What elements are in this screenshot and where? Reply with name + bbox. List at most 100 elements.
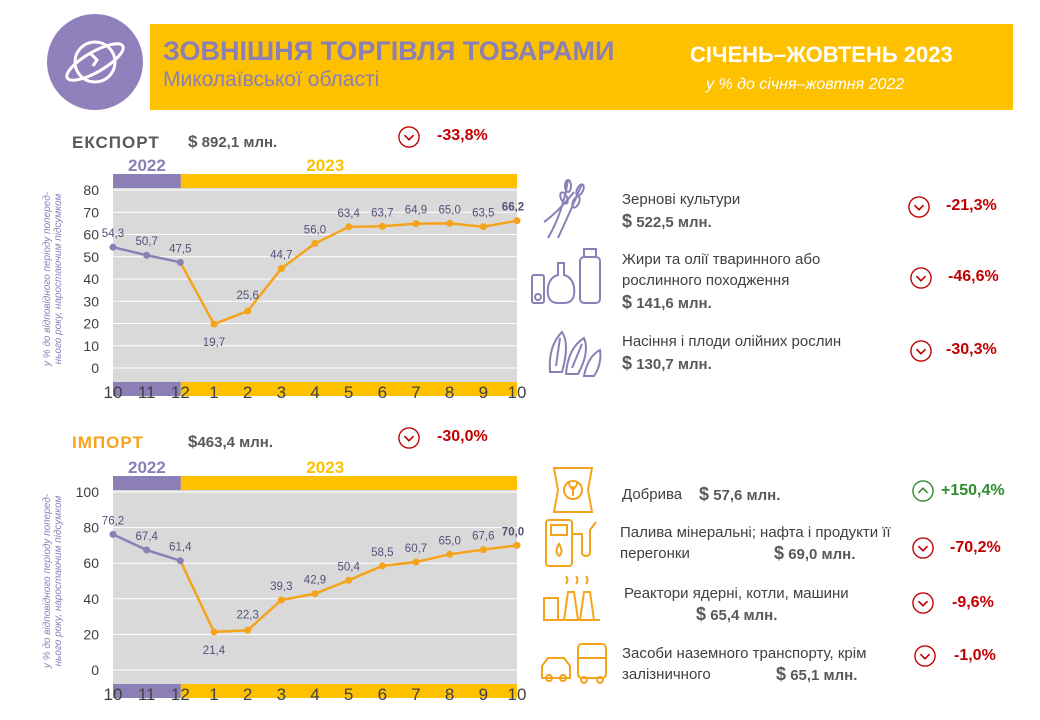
fuel-pump-icon bbox=[540, 514, 606, 575]
export-y-tick-label: 70 bbox=[83, 204, 99, 220]
import-cat-3-change: -9,6% bbox=[952, 594, 994, 611]
export-y-tick-label: 20 bbox=[83, 316, 99, 332]
import-cat-3-name: Реактори ядерні, котли, машини bbox=[624, 585, 849, 602]
import-x-tick-label: 10 bbox=[508, 685, 527, 704]
import-band-2022-top bbox=[113, 476, 181, 490]
export-cat-2-change: -46,6% bbox=[948, 268, 999, 285]
export-year-label-2022: 2022 bbox=[128, 156, 166, 175]
export-data-label: 63,7 bbox=[371, 207, 393, 219]
currency-sign: $ bbox=[622, 292, 633, 312]
currency-sign: $ bbox=[776, 664, 787, 684]
export-y-tick-label: 40 bbox=[83, 271, 99, 287]
import-y-tick-label: 100 bbox=[76, 484, 100, 500]
export-data-point bbox=[446, 219, 454, 227]
import-cat-1-name: Добрива bbox=[622, 486, 683, 503]
export-cat-3-amount: 130,7 млн. bbox=[636, 356, 712, 373]
import-band-2023-bottom bbox=[180, 684, 518, 698]
import-data-point bbox=[311, 590, 319, 598]
import-band-2022-bottom bbox=[113, 684, 181, 698]
export-data-point bbox=[143, 251, 151, 259]
export-year-label-2023: 2023 bbox=[306, 156, 344, 175]
export-cat-1-value: $ 522,5 млн. bbox=[622, 211, 712, 232]
chevron-down-icon bbox=[398, 427, 420, 454]
fertilizer-bag-icon bbox=[548, 462, 598, 523]
import-y-axis-label: у % до відповідного періоду поперед-ньог… bbox=[42, 493, 64, 669]
export-data-point bbox=[210, 320, 218, 328]
import-label: ІМПОРТ bbox=[72, 433, 144, 452]
import-data-label: 67,6 bbox=[472, 531, 494, 543]
chevron-down-icon bbox=[912, 592, 934, 619]
import-x-tick-label: 1 bbox=[209, 685, 218, 704]
import-data-label: 50,4 bbox=[337, 561, 360, 573]
export-cat-3-name: Насіння і плоди олійних рослин bbox=[622, 333, 842, 350]
export-data-label: 56,0 bbox=[304, 224, 326, 236]
import-y-tick-label: 20 bbox=[83, 626, 99, 642]
import-data-label: 60,7 bbox=[405, 543, 427, 555]
export-y-tick-label: 10 bbox=[83, 338, 99, 354]
import-data-point bbox=[109, 530, 117, 538]
import-cat-4-name: Засоби наземного транспорту, крім залізн… bbox=[622, 645, 867, 683]
import-year-label-2023: 2023 bbox=[306, 458, 344, 477]
import-x-tick-label: 3 bbox=[277, 685, 286, 704]
import-data-point bbox=[176, 557, 184, 565]
import-cat-4-value: $ 65,1 млн. bbox=[776, 664, 857, 685]
import-data-label: 58,5 bbox=[371, 547, 393, 559]
import-data-point bbox=[412, 558, 420, 566]
export-y-tick-label: 50 bbox=[83, 249, 99, 265]
currency-sign: $ bbox=[622, 353, 633, 373]
import-data-point bbox=[277, 596, 285, 604]
export-data-point bbox=[176, 258, 184, 266]
export-cat-2-value: $ 141,6 млн. bbox=[622, 292, 712, 313]
import-cat-1-value: $ 57,6 млн. bbox=[699, 484, 780, 505]
export-total-value: 892,1 млн. bbox=[201, 134, 278, 151]
export-data-label: 50,7 bbox=[135, 236, 157, 248]
import-data-point bbox=[210, 628, 218, 636]
export-x-tick-label: 6 bbox=[378, 383, 387, 402]
export-x-tick-label: 2 bbox=[243, 383, 252, 402]
export-data-point bbox=[244, 307, 252, 315]
currency-sign: $ bbox=[622, 211, 633, 231]
export-data-label: 25,6 bbox=[236, 290, 258, 302]
export-data-label: 44,7 bbox=[270, 250, 292, 262]
export-data-point bbox=[412, 220, 420, 228]
oil-bottle-icon bbox=[528, 247, 604, 312]
export-band-2022-bottom bbox=[113, 382, 181, 396]
import-data-label: 39,3 bbox=[270, 581, 292, 593]
export-data-point bbox=[479, 223, 487, 231]
import-band-2023-top bbox=[180, 476, 518, 490]
export-x-tick-label: 4 bbox=[310, 383, 319, 402]
export-data-label: 19,7 bbox=[203, 337, 225, 349]
export-y-tick-label: 0 bbox=[91, 360, 99, 376]
export-data-point bbox=[277, 265, 285, 273]
export-x-tick-label: 5 bbox=[344, 383, 353, 402]
export-x-tick-label: 10 bbox=[104, 383, 123, 402]
export-x-tick-label: 8 bbox=[445, 383, 454, 402]
export-data-point bbox=[513, 217, 521, 225]
import-cat-2-amount: 69,0 млн. bbox=[788, 546, 856, 563]
chevron-down-icon bbox=[910, 340, 932, 367]
export-data-label: 54,3 bbox=[102, 228, 124, 240]
globe-icon bbox=[47, 14, 143, 110]
import-cat-4-change: -1,0% bbox=[954, 647, 996, 664]
import-cat-3-value: $ 65,4 млн. bbox=[696, 604, 777, 625]
import-year-label-2022: 2022 bbox=[128, 458, 166, 477]
chevron-down-icon bbox=[910, 267, 932, 294]
export-data-label: 63,4 bbox=[337, 208, 360, 220]
vehicles-icon bbox=[538, 640, 610, 691]
import-data-point bbox=[513, 541, 521, 549]
export-band-2023-bottom bbox=[180, 382, 518, 396]
import-data-label: 22,3 bbox=[236, 609, 258, 621]
export-cat-1-name: Зернові культури bbox=[622, 191, 741, 208]
export-cat-3-change: -30,3% bbox=[946, 341, 997, 358]
export-change: -33,8% bbox=[437, 127, 488, 144]
export-cat-1-change: -21,3% bbox=[946, 197, 997, 214]
page-title: ЗОВНІШНЯ ТОРГІВЛЯ ТОВАРАМИ bbox=[163, 36, 615, 66]
import-cat-1-amount: 57,6 млн. bbox=[713, 487, 781, 504]
period-title: СІЧЕНЬ–ЖОВТЕНЬ 2023 bbox=[690, 42, 953, 67]
export-x-tick-label: 10 bbox=[508, 383, 527, 402]
import-y-tick-label: 0 bbox=[91, 662, 99, 678]
import-data-label: 21,4 bbox=[203, 645, 226, 657]
import-cat-2-change: -70,2% bbox=[950, 539, 1001, 556]
export-y-axis-label: у % до відповідного періоду поперед-ньог… bbox=[42, 191, 64, 367]
factory-icon bbox=[540, 572, 604, 629]
